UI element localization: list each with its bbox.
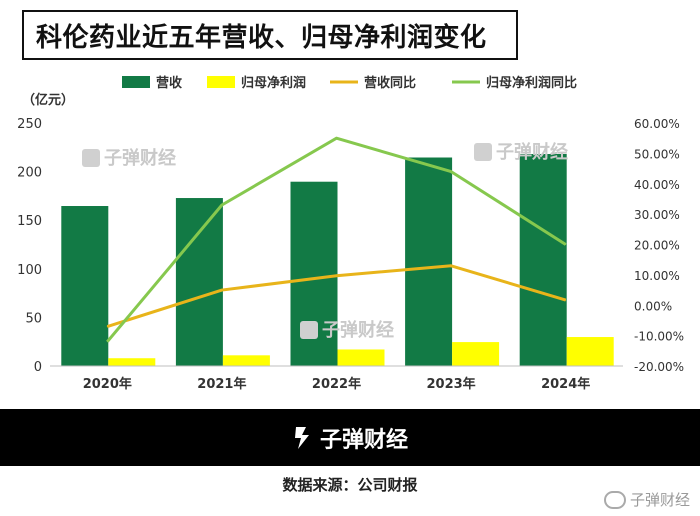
- legend-label-2: 营收同比: [364, 75, 416, 91]
- point-net-profit-yoy-4: [565, 244, 567, 245]
- chart-title: 科伦药业近五年营收、归母净利润变化: [36, 22, 487, 53]
- bar-revenue-1: [175, 198, 223, 366]
- legend-swatch-1: [207, 76, 235, 88]
- x-tick-label: 2023年: [427, 376, 476, 392]
- watermark-logo-icon: [300, 321, 318, 339]
- legend-label-1: 归母净利润: [241, 75, 306, 91]
- y-left-tick-label: 150: [17, 214, 42, 229]
- legend-label-0: 营收: [156, 75, 183, 91]
- y-left-tick-label: 100: [17, 263, 42, 278]
- watermark-1: 子弹财经: [82, 144, 176, 170]
- footer-brand: 子弹财经: [292, 422, 408, 454]
- footer-brand-text: 子弹财经: [319, 427, 408, 453]
- point-net-profit-yoy-2: [336, 137, 337, 139]
- bar-net-profit-0: [108, 358, 156, 366]
- y-right-tick-label: 40.00%: [634, 178, 680, 192]
- y-right-tick-label: 60.00%: [634, 117, 680, 131]
- x-tick-label: 2022年: [312, 376, 361, 392]
- x-tick-label: 2024年: [541, 376, 590, 392]
- y-right-tick-label: 20.00%: [634, 239, 680, 253]
- bar-revenue-3: [405, 157, 453, 366]
- y-right-tick-label: 0.00%: [634, 299, 672, 313]
- watermark-logo-icon: [474, 143, 492, 161]
- chart-title-box: 科伦药业近五年营收、归母净利润变化: [22, 10, 518, 60]
- y-left-tick-label: 0: [34, 360, 42, 375]
- y-left-tick-label: 50: [25, 311, 42, 326]
- footer-band: 子弹财经: [0, 409, 700, 466]
- point-revenue-yoy-1: [221, 289, 223, 291]
- y-left-tick-label: 200: [17, 166, 42, 181]
- point-net-profit-yoy-3: [450, 171, 452, 173]
- point-revenue-yoy-0: [106, 326, 108, 328]
- bar-revenue-0: [61, 206, 109, 366]
- legend-label-3: 归母净利润同比: [486, 75, 577, 91]
- y-right-tick-label: 30.00%: [634, 208, 680, 222]
- data-source: 数据来源：公司财报: [282, 476, 418, 494]
- point-revenue-yoy-2: [336, 275, 337, 277]
- bolt-logo-icon: [294, 426, 309, 449]
- y-right-tick-label: 10.00%: [634, 269, 680, 283]
- y-right-tick-label: 50.00%: [634, 147, 680, 161]
- point-revenue-yoy-4: [565, 299, 567, 301]
- point-revenue-yoy-3: [450, 265, 452, 267]
- corner-watermark: 子弹财经: [603, 489, 690, 510]
- y-left-tick-label: 250: [17, 117, 42, 132]
- bar-net-profit-4: [566, 337, 614, 366]
- x-tick-label: 2021年: [197, 376, 246, 392]
- bar-net-profit-2: [337, 349, 385, 366]
- weibo-icon: [603, 490, 626, 509]
- bar-net-profit-3: [452, 342, 500, 366]
- bar-net-profit-1: [222, 355, 270, 366]
- point-net-profit-yoy-0: [106, 341, 108, 343]
- point-net-profit-yoy-1: [221, 204, 223, 206]
- y-left-unit-label: （亿元）: [22, 92, 74, 108]
- watermark-2: 子弹财经: [474, 138, 568, 164]
- legend-swatch-0: [122, 76, 150, 88]
- y-right-tick-label: -10.00%: [634, 330, 684, 344]
- y-right-tick-label: -20.00%: [634, 360, 684, 374]
- bar-revenue-4: [519, 154, 567, 366]
- watermark-3: 子弹财经: [300, 316, 394, 342]
- combo-chart: 0 50 100 150 200 250 -20.00% -10.00% 0.00% 10.00%…: [17, 75, 684, 392]
- x-tick-label: 2020年: [83, 376, 132, 392]
- watermark-logo-icon: [82, 149, 100, 167]
